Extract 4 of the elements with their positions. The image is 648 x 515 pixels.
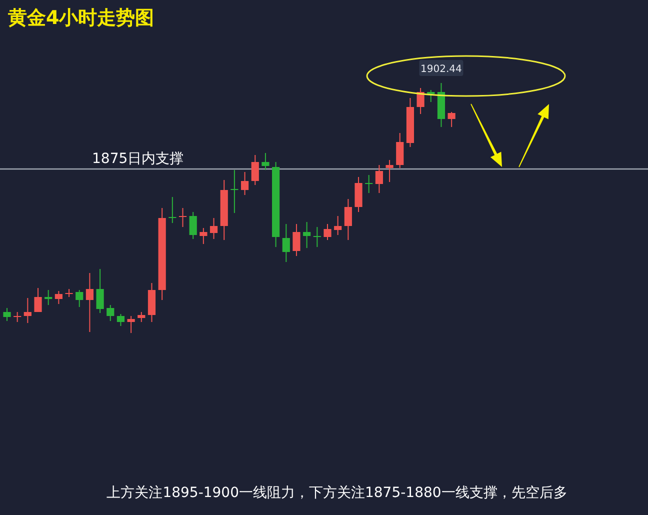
ref-line-label: 1875日内支撑 (92, 151, 184, 167)
chart-title: 黄金4小时走势图 (7, 7, 154, 29)
text: 上方关注1895-1900一线阻力，下方关注1875-1880一线支撑，先空后多 (106, 485, 568, 501)
annotation: 1902.44 (420, 64, 462, 75)
